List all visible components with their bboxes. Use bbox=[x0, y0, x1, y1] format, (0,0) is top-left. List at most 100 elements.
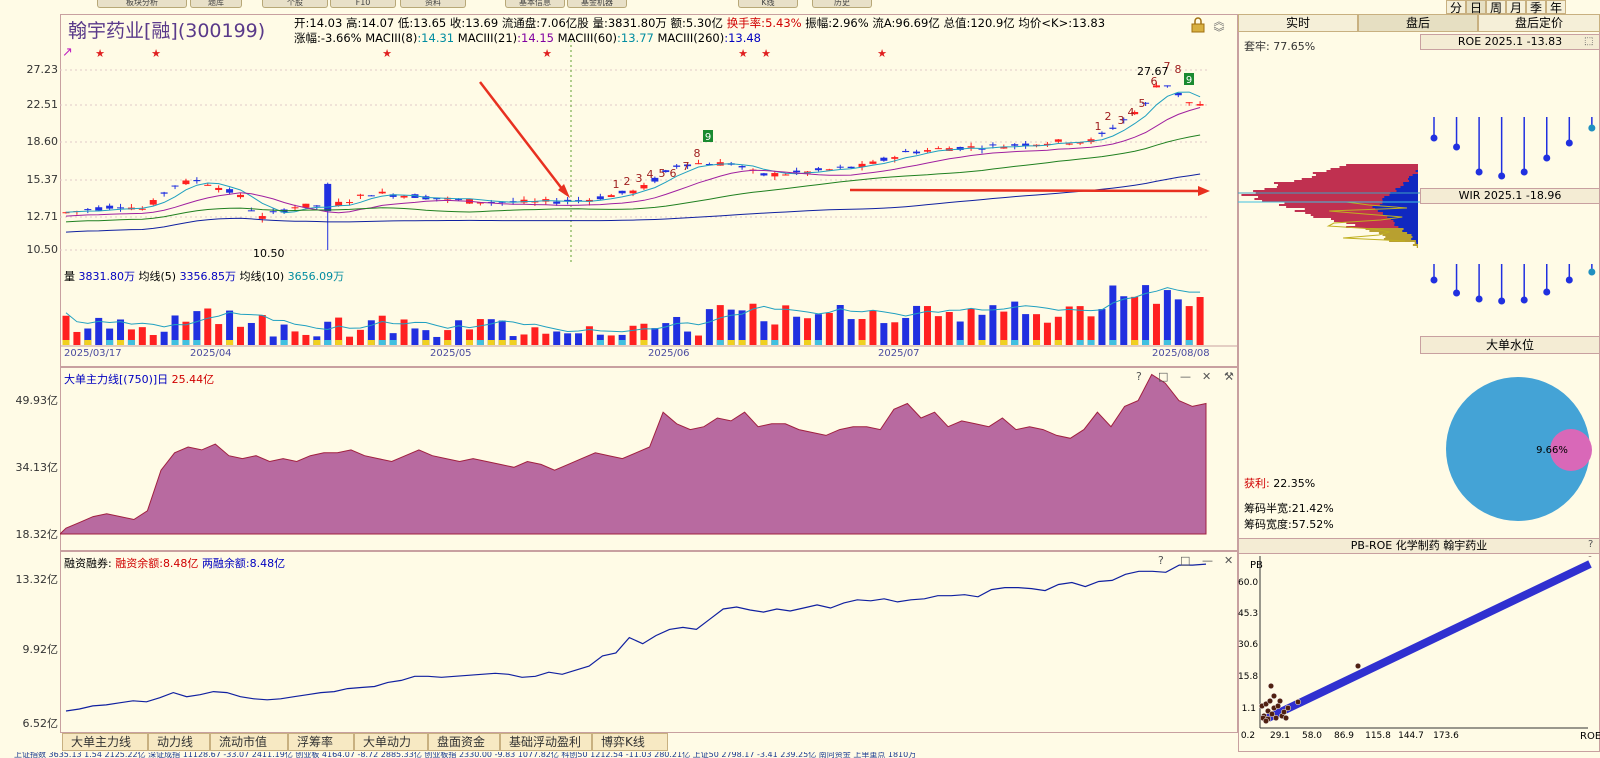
timeframe-month[interactable]: 月 bbox=[1506, 0, 1526, 15]
mg-tick: 9.92亿 bbox=[22, 643, 59, 656]
status-bar: 上证指数 3635.13 1.54 2125.22亿 深证成指 11128.67… bbox=[14, 752, 917, 758]
roe-tick: 115.8 bbox=[1365, 731, 1391, 741]
candle-body bbox=[564, 199, 572, 202]
maximize-icon[interactable]: □ bbox=[1158, 370, 1169, 383]
volume-bar-segment bbox=[171, 340, 179, 345]
chip-bar-blue bbox=[1382, 214, 1418, 216]
candle-body bbox=[1120, 119, 1128, 121]
candle-body bbox=[335, 201, 343, 206]
pb-roe-header: PB-ROE 化学制药 翰宇药业 bbox=[1238, 538, 1600, 554]
volume-bar-segment bbox=[1000, 340, 1008, 345]
volume-bar bbox=[564, 333, 572, 345]
volume-bar bbox=[498, 320, 506, 345]
mf-tick: 49.93亿 bbox=[15, 394, 59, 407]
volume-bar bbox=[793, 316, 801, 345]
candle-body bbox=[215, 187, 223, 191]
chip-bar bbox=[1416, 246, 1418, 248]
volume-bar bbox=[705, 309, 713, 345]
candle-body bbox=[869, 161, 877, 164]
ma-line bbox=[65, 91, 1201, 214]
volume-bar-segment bbox=[1054, 340, 1062, 345]
top-button-8[interactable]: K线 bbox=[738, 0, 798, 8]
candle-body bbox=[138, 208, 146, 210]
volume-bar bbox=[618, 334, 626, 345]
top-button-4[interactable]: F10 bbox=[330, 0, 396, 8]
bottom-tab-4[interactable]: 大单动力 bbox=[354, 733, 428, 751]
roe-tick: 173.6 bbox=[1433, 731, 1459, 741]
top-button-9[interactable]: 历史 bbox=[812, 0, 872, 8]
top-button-6[interactable]: 基本信息 bbox=[505, 0, 565, 8]
bottom-tab-0[interactable]: 大单主力线 bbox=[62, 733, 148, 751]
bottom-tab-2[interactable]: 流动市值 bbox=[210, 733, 288, 751]
volume-bar bbox=[204, 308, 212, 345]
timeframe-quarter[interactable]: 季 bbox=[1526, 0, 1546, 15]
timeframe-year[interactable]: 年 bbox=[1546, 0, 1566, 15]
candle-body bbox=[629, 190, 637, 194]
candle-body bbox=[95, 207, 103, 211]
volume-bar bbox=[465, 329, 473, 345]
candle-body bbox=[673, 165, 681, 167]
roe-tick: 86.9 bbox=[1333, 731, 1355, 741]
lock-icon[interactable] bbox=[1190, 17, 1206, 33]
chip-bar bbox=[1310, 214, 1418, 216]
help-icon[interactable]: ? bbox=[1136, 370, 1142, 383]
timeframe-day[interactable]: 日 bbox=[1466, 0, 1486, 15]
scatter-point bbox=[1284, 704, 1292, 712]
bottom-tab-6[interactable]: 基础浮动盈利 bbox=[500, 733, 592, 751]
collapse-icon[interactable]: ︽ ︾ bbox=[1213, 15, 1225, 39]
lollipop-dot bbox=[1543, 154, 1551, 162]
volume-bar-segment bbox=[1076, 340, 1084, 345]
close-icon[interactable]: ✕ bbox=[1202, 370, 1212, 383]
volume-bar bbox=[149, 335, 157, 345]
minimize-icon[interactable]: — bbox=[1202, 554, 1213, 567]
expand-icon[interactable]: ⬚ bbox=[1584, 36, 1594, 47]
volume-value: 3831.80万 bbox=[78, 270, 139, 283]
top-button-1[interactable]: 板块分析 bbox=[97, 0, 187, 8]
chip-bar-blue bbox=[1394, 222, 1418, 224]
ma-line bbox=[65, 134, 1201, 223]
quote-key: 收: bbox=[449, 16, 466, 30]
scatter-point bbox=[1354, 662, 1362, 670]
candle-body bbox=[356, 194, 364, 196]
top-button-5[interactable]: 资料 bbox=[400, 0, 466, 8]
tab-after-hours[interactable]: 盘后 bbox=[1358, 14, 1478, 32]
candle-body bbox=[1142, 102, 1150, 104]
bottom-tab-3[interactable]: 浮筹率 bbox=[288, 733, 354, 751]
top-button-3[interactable]: 个股 bbox=[262, 0, 328, 8]
candle-body bbox=[149, 200, 157, 205]
volume-bar bbox=[694, 335, 702, 345]
tab-after-hours-pricing[interactable]: 盘后定价 bbox=[1478, 14, 1600, 32]
volume-bar bbox=[869, 310, 877, 345]
chip-bar bbox=[1258, 196, 1418, 198]
help-icon[interactable]: ? bbox=[1158, 554, 1164, 567]
volume-bar bbox=[1174, 299, 1182, 345]
scatter-point bbox=[1264, 707, 1272, 715]
tool-icon[interactable]: ⚒ bbox=[1224, 370, 1234, 383]
lollipop-dot bbox=[1430, 134, 1438, 142]
candle-body bbox=[902, 150, 910, 153]
bottom-tab-1[interactable]: 动力线 bbox=[148, 733, 210, 751]
top-button-2[interactable]: 题库 bbox=[190, 0, 242, 8]
maximize-icon[interactable]: □ bbox=[1180, 554, 1191, 567]
timeframe-week[interactable]: 周 bbox=[1486, 0, 1506, 15]
candle-body bbox=[1174, 92, 1182, 96]
close-icon[interactable]: ✕ bbox=[1224, 554, 1234, 567]
volume-bar-segment bbox=[1087, 340, 1095, 345]
bottom-tab-5[interactable]: 盘面资金 bbox=[428, 733, 500, 751]
bottom-tab-7[interactable]: 博弈K线 bbox=[592, 733, 668, 751]
top-button-7[interactable]: 基金机器 bbox=[567, 0, 627, 8]
chip-bar-blue bbox=[1412, 236, 1418, 238]
volume-bar bbox=[1054, 316, 1062, 345]
timeframe-minute[interactable]: 分 bbox=[1446, 0, 1466, 15]
minimize-icon[interactable]: — bbox=[1180, 370, 1191, 383]
scatter-point bbox=[1280, 708, 1288, 716]
volume-bar-segment bbox=[335, 340, 343, 345]
tab-realtime[interactable]: 实时 bbox=[1238, 14, 1358, 32]
help-icon[interactable]: ? bbox=[1588, 539, 1594, 550]
candle-body bbox=[1065, 143, 1073, 145]
volume-bar-segment bbox=[226, 340, 234, 345]
volume-bar bbox=[738, 310, 746, 345]
indicator-key: MACIII(8) bbox=[365, 31, 418, 45]
volume-bar bbox=[84, 328, 92, 345]
volume-bar-segment bbox=[727, 340, 735, 345]
